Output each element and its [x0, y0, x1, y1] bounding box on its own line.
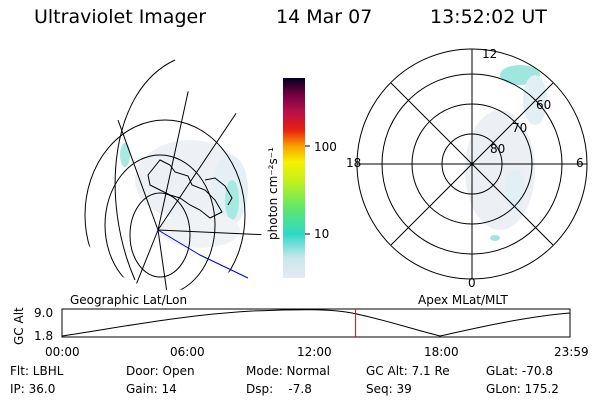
mlt-label-0: 0: [468, 276, 476, 290]
lat-label-70: 70: [512, 121, 528, 135]
timeline-right-title: Apex MLat/MLT: [418, 293, 508, 307]
timeline-y-tick-max: 9.0: [34, 306, 54, 320]
info-gc-alt: GC Alt: 7.1 Re: [366, 364, 450, 378]
altitude-curve: [61, 309, 571, 337]
mlt-label-12: 12: [482, 47, 498, 61]
info-glat: GLat: -70.8: [486, 364, 553, 378]
timeline-x-tick-1200: 12:00: [297, 345, 332, 359]
colorbar-tick-label-100: 100: [314, 140, 337, 154]
color-scale-bar: [283, 78, 310, 278]
instrument-title: Ultraviolet Imager: [34, 6, 207, 28]
info-glon: GLon: 175.2: [486, 382, 559, 396]
timeline-x-tick-0600: 06:00: [170, 345, 205, 359]
info-gain: Gain: 14: [126, 382, 177, 396]
info-ip: IP: 36.0: [10, 382, 56, 396]
timeline-frame: [61, 308, 571, 338]
timeline-x-tick-1800: 18:00: [424, 345, 459, 359]
info-seq: Seq: 39: [366, 382, 412, 396]
observation-date: 14 Mar 07: [276, 6, 373, 28]
info-door: Door: Open: [126, 364, 195, 378]
mlt-label-6: 6: [576, 156, 584, 170]
timeline-x-tick-2359: 23:59: [554, 345, 589, 359]
polar-aurora-emission: [465, 65, 547, 241]
info-dsp: Dsp: -7.8: [246, 382, 312, 396]
observation-time: 13:52:02 UT: [430, 6, 547, 28]
info-filter: Flt: LBHL: [10, 364, 64, 378]
timeline-x-tick-0000: 00:00: [45, 345, 80, 359]
satellite-trace: [157, 229, 249, 279]
lat-label-60: 60: [536, 98, 552, 112]
earth-limb: [114, 59, 176, 281]
geographic-map: [72, 59, 272, 290]
info-mode: Mode: Normal: [246, 364, 330, 378]
polar-plot: [356, 48, 588, 280]
colorbar-tick-label-10: 10: [314, 227, 330, 241]
timeline-left-title: Geographic Lat/Lon: [70, 293, 188, 307]
mlt-label-18: 18: [346, 156, 362, 170]
lat-label-80: 80: [490, 142, 506, 156]
altitude-timeline: [61, 308, 571, 338]
timeline-y-label: GC Alt: [12, 307, 26, 345]
timeline-y-tick-min: 1.8: [34, 329, 54, 343]
